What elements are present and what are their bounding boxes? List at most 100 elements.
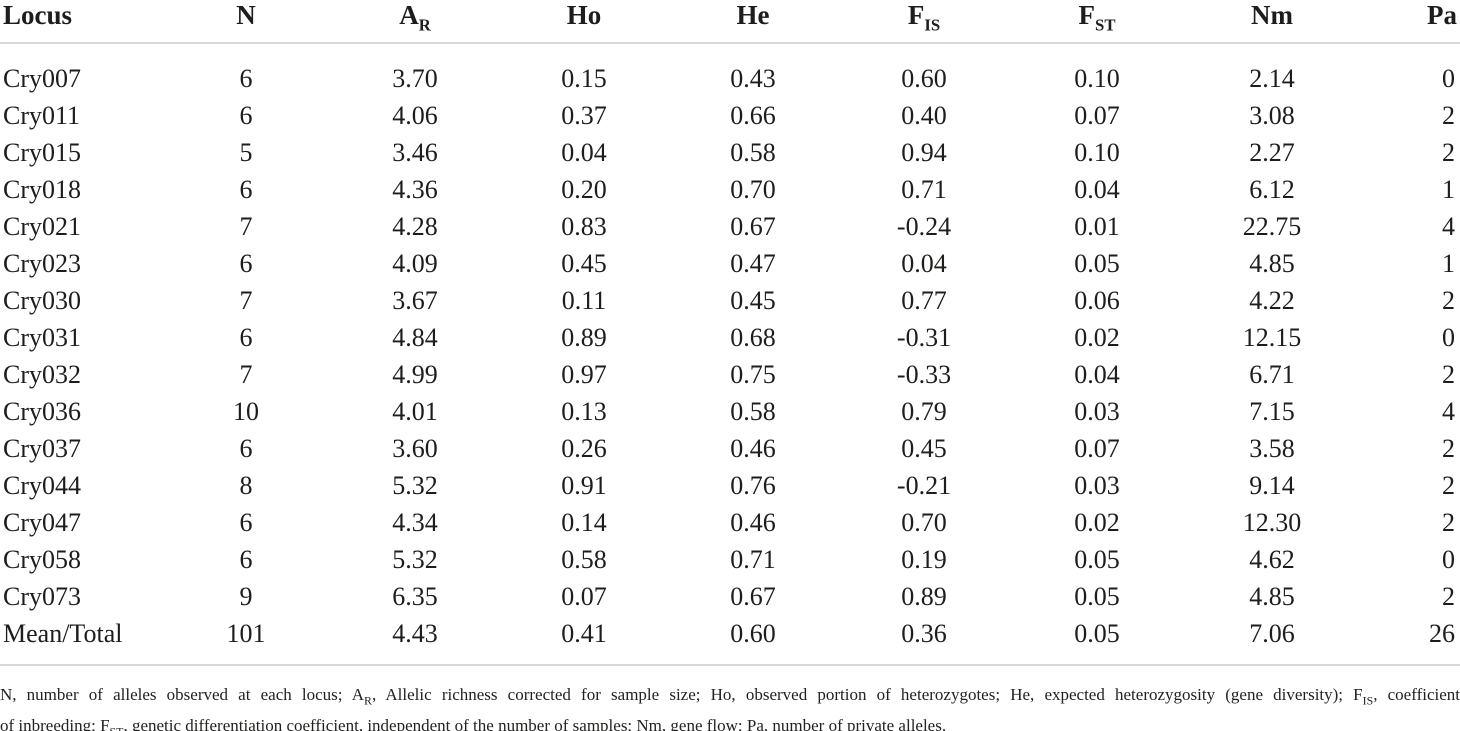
table-row: Cry007 6 3.70 0.15 0.43 0.60 0.10 2.14 0 <box>0 43 1460 97</box>
value-cell: 7 <box>239 359 253 389</box>
value-cell: 0.45 <box>901 433 947 463</box>
value-cell: 22.75 <box>1242 211 1302 241</box>
value-cell: 0.37 <box>561 100 607 130</box>
value-cell: 0.71 <box>901 174 947 204</box>
value-cell: 0.97 <box>561 359 607 389</box>
table-row: Cry018 6 4.36 0.20 0.70 0.71 0.04 6.12 1 <box>0 171 1460 208</box>
value-cell: 9.14 <box>1249 470 1295 500</box>
value-cell: 6.71 <box>1249 359 1295 389</box>
value-cell: 0 <box>1442 544 1455 574</box>
value-cell: 6 <box>239 100 253 130</box>
value-cell: 4.85 <box>1249 581 1295 611</box>
value-cell: 12.15 <box>1242 322 1302 352</box>
table-row: Cry030 7 3.67 0.11 0.45 0.77 0.06 4.22 2 <box>0 282 1460 319</box>
value-cell: 7.06 <box>1249 618 1295 648</box>
value-cell: 0.68 <box>730 322 776 352</box>
table-row: Cry021 7 4.28 0.83 0.67 -0.24 0.01 22.75 4 <box>0 208 1460 245</box>
value-cell: 6 <box>239 248 253 278</box>
value-cell: 6.35 <box>392 581 438 611</box>
column-header-fis: FIS <box>838 0 1010 44</box>
value-cell: 5.32 <box>392 544 438 574</box>
value-cell: 2 <box>1442 137 1455 167</box>
value-cell: -0.33 <box>896 359 952 389</box>
value-cell: 4.36 <box>392 174 438 204</box>
value-cell: 26 <box>1429 618 1455 648</box>
table-row: Cry036 10 4.01 0.13 0.58 0.79 0.03 7.15 4 <box>0 393 1460 430</box>
value-cell: 0.03 <box>1074 396 1120 426</box>
value-cell: 3.60 <box>392 433 438 463</box>
value-cell: 4.43 <box>392 618 438 648</box>
value-cell: 0.91 <box>561 470 607 500</box>
value-cell: 7.15 <box>1249 396 1295 426</box>
value-cell: 0.79 <box>901 396 947 426</box>
value-cell: 2.27 <box>1249 137 1295 167</box>
locus-cell: Cry011 <box>3 100 81 130</box>
value-cell: 0 <box>1442 63 1455 93</box>
value-cell: 0.36 <box>901 618 947 648</box>
value-cell: 0.89 <box>901 581 947 611</box>
value-cell: 0.02 <box>1074 507 1120 537</box>
table-row: Cry032 7 4.99 0.97 0.75 -0.33 0.04 6.71 2 <box>0 356 1460 393</box>
table-row: Cry073 9 6.35 0.07 0.67 0.89 0.05 4.85 2 <box>0 578 1460 615</box>
value-cell: 0.75 <box>730 359 776 389</box>
header-label: Ho <box>566 0 602 30</box>
value-cell: 0.26 <box>561 433 607 463</box>
value-cell: 4.28 <box>392 211 438 241</box>
value-cell: 0.04 <box>1074 359 1120 389</box>
header-label: N <box>236 0 256 30</box>
header-subscript: ST <box>1095 15 1116 35</box>
value-cell: 4.09 <box>392 248 438 278</box>
table-row: Cry037 6 3.60 0.26 0.46 0.45 0.07 3.58 2 <box>0 430 1460 467</box>
value-cell: 4.84 <box>392 322 438 352</box>
header-label: F <box>1078 0 1096 30</box>
value-cell: 4 <box>1442 396 1455 426</box>
footnote-subscript: IS <box>1362 693 1374 708</box>
column-header-locus: Locus <box>0 0 162 44</box>
value-cell: 2 <box>1442 470 1455 500</box>
header-label: Nm <box>1251 0 1293 30</box>
value-cell: 0.45 <box>561 248 607 278</box>
value-cell: 0.40 <box>901 100 947 130</box>
value-cell: 0.83 <box>561 211 607 241</box>
value-cell: 0.05 <box>1074 618 1120 648</box>
value-cell: 7 <box>239 211 253 241</box>
value-cell: 4.22 <box>1249 285 1295 315</box>
value-cell: 5.32 <box>392 470 438 500</box>
footnote-text: , genetic differentiation coefficient, i… <box>123 716 947 731</box>
value-cell: 0.19 <box>901 544 947 574</box>
locus-cell: Mean/Total <box>3 618 123 648</box>
value-cell: 0.70 <box>730 174 776 204</box>
value-cell: 6 <box>239 63 253 93</box>
value-cell: 6 <box>239 322 253 352</box>
locus-cell: Cry031 <box>3 322 81 352</box>
footnote-subscript: R <box>364 693 372 708</box>
locus-cell: Cry037 <box>3 433 81 463</box>
value-cell: 6 <box>239 174 253 204</box>
locus-cell: Cry044 <box>3 470 81 500</box>
header-label: F <box>907 0 925 30</box>
value-cell: 12.30 <box>1242 507 1302 537</box>
value-cell: 0.05 <box>1074 581 1120 611</box>
column-header-nm: Nm <box>1184 0 1360 44</box>
table-row: Cry015 5 3.46 0.04 0.58 0.94 0.10 2.27 2 <box>0 134 1460 171</box>
value-cell: 0.47 <box>730 248 776 278</box>
value-cell: 0.94 <box>901 137 947 167</box>
value-cell: 4.34 <box>392 507 438 537</box>
value-cell: 2 <box>1442 285 1455 315</box>
locus-cell: Cry058 <box>3 544 81 574</box>
value-cell: 0.58 <box>730 396 776 426</box>
header-label: Pa <box>1427 0 1457 30</box>
value-cell: 0.07 <box>1074 433 1120 463</box>
value-cell: 0.76 <box>730 470 776 500</box>
column-header-n: N <box>162 0 330 44</box>
value-cell: -0.24 <box>896 211 952 241</box>
value-cell: 4.06 <box>392 100 438 130</box>
value-cell: 4 <box>1442 211 1455 241</box>
value-cell: 6 <box>239 544 253 574</box>
column-header-ar: AR <box>330 0 500 44</box>
genetic-diversity-table: Locus N AR Ho He FIS FST Nm Pa Cry007 6 3.… <box>0 0 1460 648</box>
table-footnote: N, number of alleles observed at each lo… <box>0 664 1460 731</box>
value-cell: 0.05 <box>1074 544 1120 574</box>
table-header-row: Locus N AR Ho He FIS FST Nm Pa <box>0 0 1460 44</box>
